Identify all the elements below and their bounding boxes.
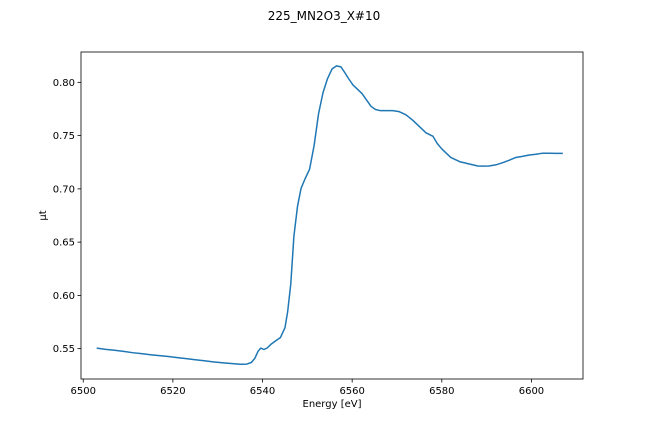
y-tick-label: 0.65 — [53, 238, 75, 249]
plot-area — [96, 65, 563, 366]
y-axis-ticks: 0.55 0.60 0.65 0.70 0.75 0.80 — [53, 78, 81, 355]
x-tick-label: 6520 — [160, 386, 185, 397]
x-tick-label: 6560 — [339, 386, 364, 397]
x-tick-label: 6540 — [250, 386, 275, 397]
y-tick-label: 0.80 — [53, 78, 75, 89]
y-tick-label: 0.60 — [53, 291, 75, 302]
y-axis-label: μt — [38, 210, 49, 220]
y-tick-label: 0.75 — [53, 131, 75, 142]
y-tick-label: 0.70 — [53, 184, 75, 195]
chart-title: 225_MN2O3_X#10 — [268, 9, 381, 23]
x-tick-label: 6600 — [519, 386, 544, 397]
x-tick-label: 6580 — [429, 386, 454, 397]
x-tick-label: 6500 — [71, 386, 96, 397]
y-tick-label: 0.55 — [53, 344, 75, 355]
x-axis-ticks: 6500 6520 6540 6560 6580 6600 — [71, 379, 544, 397]
x-axis-label: Energy [eV] — [303, 399, 362, 410]
series-line — [96, 65, 563, 366]
axes-frame — [80, 51, 584, 380]
